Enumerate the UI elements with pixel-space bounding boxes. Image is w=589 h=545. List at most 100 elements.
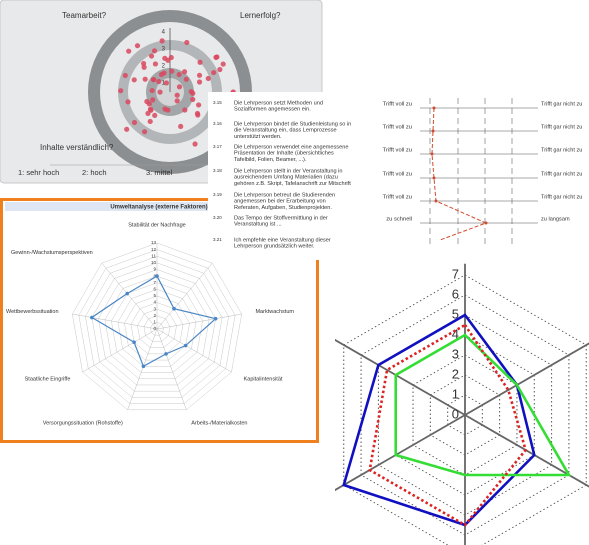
- response-dot: [158, 71, 165, 78]
- response-dot: [122, 72, 128, 79]
- scale-label: 3: [162, 47, 166, 53]
- category-label: Wettbewerbssituation: [6, 309, 58, 315]
- tick-label: 10: [151, 260, 157, 265]
- response-dot: [148, 53, 155, 59]
- item-text: Das Tempo der Stoffvermittlung in der: [234, 215, 328, 221]
- row-right: zu langsam: [541, 216, 570, 222]
- category-label: Versorgungssituation (Rohstoffe): [43, 420, 123, 426]
- response-dot: [150, 97, 156, 103]
- series-line: [342, 313, 536, 527]
- category-label: Stabilität der Nachfrage: [128, 222, 185, 228]
- category-label: Staatliche Eingriffe: [25, 376, 71, 382]
- response-dot: [211, 69, 217, 76]
- response-dot: [196, 72, 203, 78]
- response-dot: [181, 69, 188, 75]
- item-text: Sozialformen angemessen ein.: [234, 107, 311, 113]
- profile-point: [432, 176, 436, 180]
- response-dot: [165, 107, 171, 113]
- profile-point: [434, 199, 438, 203]
- item-number: 3.15: [213, 100, 222, 105]
- tick-label: 6: [153, 286, 156, 291]
- response-dot: [146, 101, 152, 107]
- tick-label: 1: [452, 386, 459, 401]
- response-dot: [124, 126, 130, 132]
- series-marker: [183, 343, 188, 348]
- profile-panel: Trifft voll zu Trifft gar nicht zu Trifft …: [365, 95, 589, 245]
- series-marker: [213, 316, 218, 321]
- series-line: [90, 275, 217, 368]
- scale-label: 2: [162, 64, 166, 70]
- grid-ring: [98, 269, 216, 386]
- grid-ring: [72, 242, 242, 411]
- item-number: 3.16: [213, 121, 222, 126]
- response-dot: [197, 59, 203, 65]
- tick-label: 8: [153, 273, 156, 278]
- netz-panel: Netzdiagramm 0 1 2 3 4 5 6 7: [335, 263, 589, 545]
- series-line: [394, 333, 572, 477]
- response-dot: [182, 107, 188, 113]
- response-dot: [176, 84, 183, 90]
- legend-label: 3: mittel: [146, 168, 173, 177]
- response-dot: [165, 57, 171, 63]
- tick-label: 5: [452, 306, 459, 321]
- item-text: Die Lehrperson betreut die Studierenden: [234, 192, 335, 198]
- series-marker: [141, 364, 146, 369]
- grid-ring: [78, 249, 236, 404]
- scale-label: 1: [162, 81, 166, 87]
- item-text: Die Lehrperson verwendet eine angemessen…: [234, 144, 348, 150]
- grid-ring: [130, 302, 184, 355]
- item-text: Referaten, Aufgaben, Studienprojekten.: [234, 205, 332, 211]
- series-marker: [164, 352, 168, 356]
- response-dot: [176, 71, 182, 78]
- row-right: Trifft gar nicht zu: [541, 147, 582, 153]
- item-text: unterstützt werden.: [234, 134, 282, 140]
- spoke: [156, 328, 187, 410]
- series-marker: [132, 340, 136, 345]
- chart-title: Umweltanalyse (externe Faktoren): [110, 205, 207, 211]
- grid-ring: [104, 275, 210, 379]
- tick-label: 11: [151, 253, 156, 258]
- response-dot: [141, 64, 147, 70]
- response-dot: [214, 54, 220, 60]
- grid-ring: [91, 262, 223, 392]
- spoke: [156, 262, 213, 330]
- scale-label: 4: [162, 30, 166, 36]
- tick-label: 0: [452, 406, 459, 421]
- response-dot: [157, 89, 163, 95]
- response-dot: [178, 123, 184, 130]
- grid-ring: [150, 322, 164, 336]
- tick-label: 6: [452, 286, 459, 301]
- item-number: 3.20: [213, 215, 222, 220]
- tick-label: 5: [153, 293, 156, 298]
- response-dot: [151, 48, 158, 54]
- row-right: Trifft gar nicht zu: [541, 171, 582, 177]
- row-left: zu schnell: [386, 217, 412, 223]
- response-dot: [163, 80, 169, 86]
- response-dot: [126, 48, 132, 54]
- row-left: Trifft voll zu: [383, 125, 412, 131]
- series-marker: [90, 315, 94, 320]
- spoke: [335, 414, 466, 492]
- profile-point: [484, 221, 488, 225]
- row-right: Trifft gar nicht zu: [541, 194, 582, 200]
- spoke: [72, 313, 158, 330]
- label: Teamarbeit?: [62, 11, 107, 20]
- label: Inhalte verständlich?: [40, 143, 114, 152]
- item-text: Lehrperson grundsätzlich weiter.: [234, 244, 315, 250]
- target-panel: Teamarbeit? Lernerfolg? Inhalte verständ…: [0, 0, 323, 184]
- grid-ring: [137, 308, 177, 348]
- series-marker: [125, 291, 130, 296]
- response-dot: [174, 98, 180, 104]
- response-dot: [131, 119, 138, 126]
- row-left: Trifft voll zu: [383, 172, 412, 178]
- tick-label: 4: [153, 300, 156, 305]
- item-text: angemessen bei der Erarbeitung von: [234, 199, 326, 205]
- response-dot: [145, 110, 151, 116]
- spoke: [82, 328, 158, 373]
- item-number: 3.18: [213, 168, 222, 173]
- response-dot: [184, 39, 190, 46]
- response-dot: [190, 90, 196, 96]
- spoke: [156, 313, 242, 330]
- response-dot: [217, 66, 223, 73]
